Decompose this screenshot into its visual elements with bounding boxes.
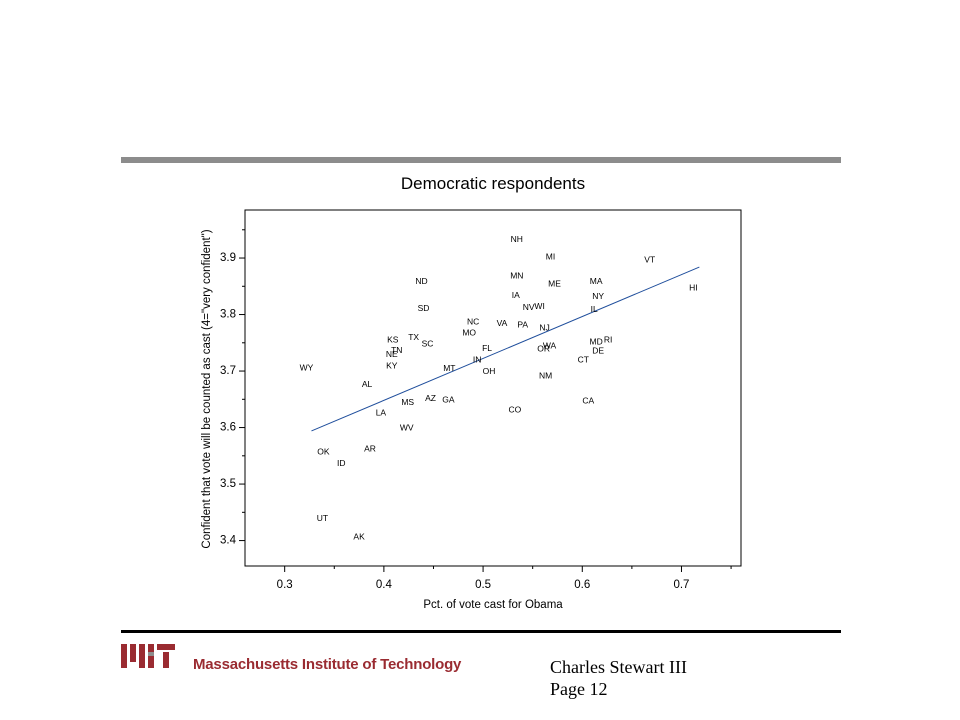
point-md: MD xyxy=(590,337,603,347)
institution-name: Massachusetts Institute of Technology xyxy=(193,656,462,673)
point-ri: RI xyxy=(604,334,613,344)
x-tick-label: 0.5 xyxy=(475,579,491,591)
point-ak: AK xyxy=(353,532,365,542)
point-fl: FL xyxy=(482,343,492,353)
point-pa: PA xyxy=(517,320,528,330)
point-or: OR xyxy=(537,343,550,353)
point-mo: MO xyxy=(462,328,476,338)
point-wy: WY xyxy=(300,363,314,373)
point-ga: GA xyxy=(442,394,455,404)
point-sc: SC xyxy=(422,338,434,348)
point-mn: MN xyxy=(510,271,523,281)
point-la: LA xyxy=(376,407,387,417)
point-il: IL xyxy=(591,304,598,314)
point-tx: TX xyxy=(408,332,419,342)
point-ma: MA xyxy=(590,276,603,286)
x-axis: 0.3 0.4 0.5 0.6 0.7 xyxy=(277,566,732,591)
mit-logo xyxy=(121,644,175,668)
point-nv: NV xyxy=(523,302,535,312)
y-axis-label: Confident that vote will be counted as c… xyxy=(201,229,213,548)
bottom-divider xyxy=(121,630,841,633)
author-name: Charles Stewart III xyxy=(550,657,687,677)
y-tick-label: 3.9 xyxy=(220,252,236,264)
fit-line xyxy=(311,266,700,432)
top-divider xyxy=(121,157,841,163)
point-me: ME xyxy=(548,278,561,288)
scatter-chart: Democratic respondents 0.3 0.4 0.5 0.6 0.7 3… xyxy=(201,174,742,611)
y-tick-label: 3.7 xyxy=(220,365,236,377)
point-ct: CT xyxy=(578,355,589,365)
point-co: CO xyxy=(508,404,521,414)
x-axis-label: Pct. of vote cast for Obama xyxy=(423,599,563,611)
point-ks: KS xyxy=(387,334,399,344)
point-ne: NE xyxy=(386,349,398,359)
point-ut: UT xyxy=(317,513,328,523)
point-vt: VT xyxy=(644,255,655,265)
x-tick-label: 0.7 xyxy=(673,579,689,591)
point-mi: MI xyxy=(546,251,555,261)
y-tick-label: 3.6 xyxy=(220,422,236,434)
point-az: AZ xyxy=(425,393,436,403)
point-ky: KY xyxy=(386,360,398,370)
point-nd: ND xyxy=(415,276,427,286)
point-wv: WV xyxy=(400,423,414,433)
point-nh: NH xyxy=(511,234,523,244)
point-wi: WI xyxy=(534,301,544,311)
point-ar: AR xyxy=(364,443,376,453)
point-nm: NM xyxy=(539,371,552,381)
point-ny: NY xyxy=(592,291,604,301)
point-id: ID xyxy=(337,458,346,468)
y-tick-label: 3.4 xyxy=(220,535,237,547)
point-oh: OH xyxy=(483,366,496,376)
author-block: Charles Stewart III Page 12 xyxy=(550,656,687,700)
point-sd: SD xyxy=(418,303,430,313)
y-tick-label: 3.5 xyxy=(220,478,236,490)
point-ia: IA xyxy=(512,290,520,300)
x-tick-label: 0.4 xyxy=(376,579,393,591)
y-tick-label: 3.8 xyxy=(220,309,236,321)
point-nj: NJ xyxy=(539,323,549,333)
point-tn: TN xyxy=(391,345,402,355)
point-de: DE xyxy=(592,346,604,356)
point-hi: HI xyxy=(689,282,698,292)
point-al: AL xyxy=(362,379,373,389)
chart-title: Democratic respondents xyxy=(401,174,585,193)
x-tick-label: 0.6 xyxy=(574,579,590,591)
state-labels: NH MI VT MN ND ME MA HI IA NY NV WI IL SD NC VA PA NJ MO TX… xyxy=(300,234,698,542)
point-mt: MT xyxy=(443,363,455,373)
point-va: VA xyxy=(497,318,508,328)
page-number: Page 12 xyxy=(550,679,608,699)
y-axis: 3.4 3.5 3.6 3.7 3.8 3.9 xyxy=(220,229,245,547)
point-wa: WA xyxy=(543,341,557,351)
point-ms: MS xyxy=(401,397,414,407)
point-in: IN xyxy=(473,355,482,365)
point-ok: OK xyxy=(317,446,330,456)
point-ca: CA xyxy=(582,395,594,405)
x-tick-label: 0.3 xyxy=(277,579,293,591)
plot-frame xyxy=(244,209,742,567)
point-nc: NC xyxy=(467,316,479,326)
